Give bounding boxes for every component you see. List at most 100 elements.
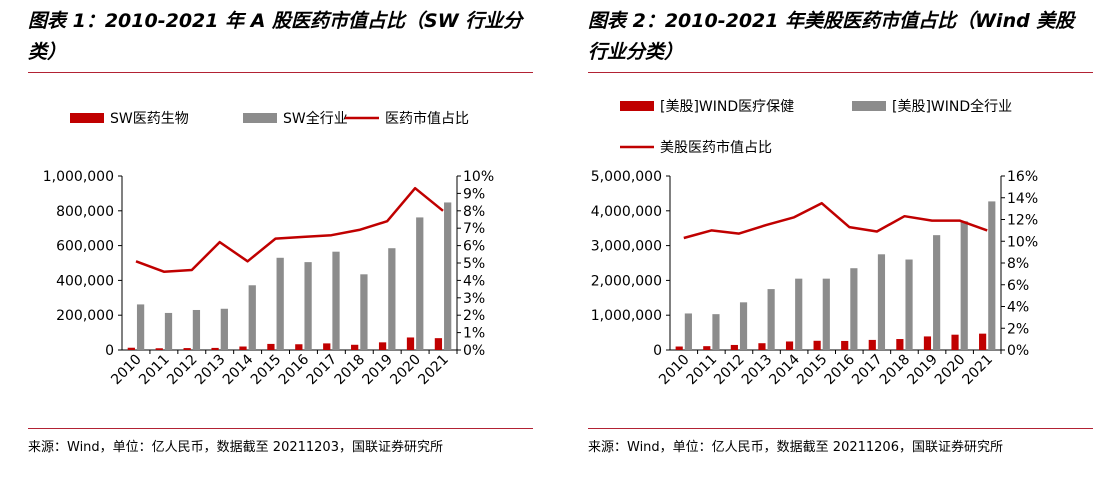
bar-total <box>416 217 424 350</box>
title-rule <box>588 72 1093 73</box>
source-rule <box>28 428 533 429</box>
x-tick-label: 2020 <box>932 352 969 389</box>
y-right-tick-label: 5% <box>463 256 485 272</box>
y-left-tick-label: 0 <box>105 343 114 359</box>
bar-total <box>164 312 173 350</box>
x-tick-label: 2016 <box>822 351 859 388</box>
bar-total <box>684 313 692 350</box>
bar-total <box>192 309 201 350</box>
x-tick-label: 2011 <box>136 352 173 389</box>
y-left-tick-label: 1,000,000 <box>43 169 114 185</box>
y-right-tick-label: 7% <box>463 221 485 237</box>
y-left-tick-label: 5,000,000 <box>591 169 662 185</box>
y-left-tick-label: 4,000,000 <box>591 204 662 220</box>
x-tick-label: 2021 <box>415 352 452 389</box>
y-right-tick-label: 8% <box>1007 256 1029 272</box>
bar-sector <box>155 348 163 350</box>
bar-sector <box>675 346 683 350</box>
chart-panel-2: 图表 2：2010-2021 年美股医药市值占比（Wind 美股行业分类） [美… <box>560 0 1095 485</box>
bar-sector <box>730 344 738 350</box>
legend-swatch <box>243 113 277 123</box>
bar-sector <box>951 334 959 350</box>
title-rule <box>28 72 533 73</box>
x-tick-label: 2015 <box>794 352 831 389</box>
series-line-share <box>135 186 444 273</box>
x-tick-label: 2014 <box>220 351 257 388</box>
bar-sector <box>378 342 387 350</box>
y-left-tick-label: 0 <box>653 343 662 359</box>
bar-sector <box>239 346 247 350</box>
legend-label: 美股医药市值占比 <box>660 139 772 156</box>
bar-sector <box>211 347 219 350</box>
bar-sector <box>127 347 135 350</box>
legend-swatch <box>852 101 886 111</box>
y-right-tick-label: 12% <box>1007 213 1038 229</box>
legend-label: [美股]WIND全行业 <box>892 98 1012 115</box>
bar-total <box>822 278 830 350</box>
bar-sector <box>868 339 876 350</box>
x-tick-label: 2011 <box>684 352 721 389</box>
bar-total <box>712 314 720 350</box>
bar-total <box>795 278 803 350</box>
legend-label: 医药市值占比 <box>385 110 469 127</box>
legend-label: SW全行业 <box>283 110 348 127</box>
x-tick-label: 2017 <box>849 352 886 389</box>
y-left-tick-label: 800,000 <box>56 204 114 220</box>
x-tick-label: 2018 <box>332 352 369 389</box>
bar-total <box>332 251 340 350</box>
bar-sector <box>979 333 987 350</box>
bar-total <box>276 257 284 350</box>
source-rule <box>588 428 1093 429</box>
bar-sector <box>703 346 711 350</box>
y-left-tick-label: 2,000,000 <box>591 273 662 289</box>
y-right-tick-label: 10% <box>1007 234 1038 250</box>
y-left-tick-label: 200,000 <box>56 308 114 324</box>
legend-swatch <box>70 113 104 123</box>
x-tick-label: 2013 <box>739 352 776 389</box>
y-left-tick-label: 400,000 <box>56 273 114 289</box>
x-tick-label: 2021 <box>960 352 997 389</box>
y-left-tick-label: 600,000 <box>56 239 114 255</box>
bar-total <box>960 221 968 350</box>
y-right-tick-label: 1% <box>463 326 485 342</box>
bar-sector <box>758 343 766 350</box>
x-tick-label: 2018 <box>877 352 914 389</box>
y-right-tick-label: 0% <box>1007 343 1029 359</box>
legend-swatch <box>620 101 654 111</box>
bar-sector <box>267 343 275 350</box>
bar-sector <box>785 341 794 350</box>
x-tick-label: 2012 <box>711 352 748 389</box>
bar-sector <box>183 348 191 350</box>
y-left-tick-label: 1,000,000 <box>591 308 662 324</box>
bar-sector <box>923 336 932 350</box>
chart-source: 来源：Wind，单位：亿人民币，数据截至 20211203，国联证券研究所 <box>28 440 443 455</box>
bar-sector <box>896 339 904 350</box>
bar-sector <box>841 340 849 350</box>
bar-total <box>767 289 775 350</box>
y-right-tick-label: 10% <box>463 169 494 185</box>
bar-sector <box>323 343 331 350</box>
chart-panel-1: 图表 1：2010-2021 年 A 股医药市值占比（SW 行业分类） SW医药… <box>0 0 535 485</box>
bar-sector <box>434 338 443 350</box>
bar-sector <box>406 337 415 350</box>
bar-total <box>739 302 748 350</box>
bar-total <box>444 202 452 350</box>
y-right-tick-label: 3% <box>463 291 485 307</box>
bar-total <box>248 285 256 350</box>
bar-total <box>905 259 913 350</box>
bar-sector <box>813 340 821 350</box>
bar-sector <box>351 344 359 350</box>
y-right-tick-label: 16% <box>1007 169 1038 185</box>
chart-canvas: SW医药生物 SW全行业 医药市值占比 0 200,000 400,000 600,000 8… <box>43 110 494 389</box>
x-tick-label: 2012 <box>164 352 201 389</box>
x-tick-label: 2014 <box>766 351 803 388</box>
x-tick-label: 2016 <box>276 351 313 388</box>
x-tick-label: 2019 <box>904 352 941 389</box>
chart-title: 图表 1：2010-2021 年 A 股医药市值占比（SW 行业分类） <box>28 10 523 63</box>
x-tick-label: 2017 <box>304 352 341 389</box>
legend-label: SW医药生物 <box>110 111 189 127</box>
bar-total <box>304 262 312 350</box>
y-right-tick-label: 8% <box>463 204 485 220</box>
x-tick-label: 2019 <box>360 352 397 389</box>
